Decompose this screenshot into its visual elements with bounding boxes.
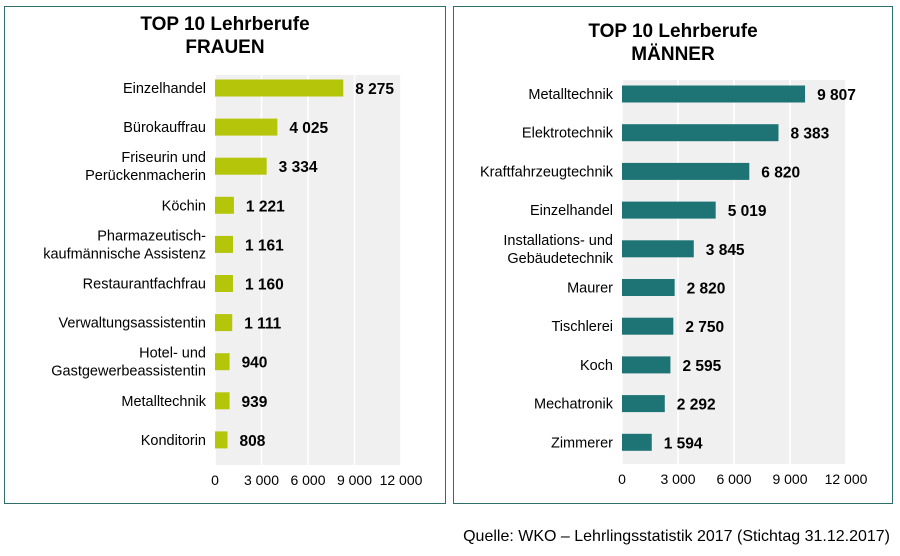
x-tick-label-maenner: 12 000 [825,471,868,487]
bar-frauen [215,157,267,175]
value-label-maenner: 5 019 [728,203,767,220]
category-label-maenner: Einzelhandel [530,203,613,219]
category-label-maenner: Kraftfahrzeugtechnik [480,164,614,180]
x-tick-label-maenner: 3 000 [660,471,695,487]
x-tick-label-maenner: 0 [618,471,626,487]
category-label-maenner: Tischlerei [551,319,613,335]
category-label-maenner: Mechatronik [534,397,614,413]
category-label-frauen: Metalltechnik [121,394,206,410]
chart-title-maenner: TOP 10 Lehrberufe MÄNNER [588,21,758,65]
source-footer: Quelle: WKO – Lehrlingsstatistik 2017 (S… [463,528,890,545]
bar-frauen [215,79,344,97]
value-label-frauen: 1 161 [245,237,284,254]
bar-maenner [622,356,671,374]
bar-frauen [215,314,233,332]
bar-frauen [215,431,228,449]
value-label-frauen: 1 111 [244,316,281,333]
category-label-maenner: Metalltechnik [528,87,613,103]
bar-maenner [622,279,675,296]
category-label-frauen: Restaurantfachfrau [83,277,206,293]
bar-frauen [215,353,230,371]
x-tick-label-frauen: 9 000 [337,472,372,488]
value-label-maenner: 8 383 [790,126,829,143]
category-label-frauen: Köchin [162,198,206,214]
value-label-frauen: 8 275 [355,81,394,98]
x-tick-label-frauen: 3 000 [244,472,279,488]
value-label-maenner: 2 750 [685,319,724,336]
category-label-frauen: Hotel- und Gastgewerbeassistentin [51,346,206,380]
value-label-maenner: 2 820 [687,281,726,298]
category-label-frauen: Bürokauffrau [123,120,206,136]
value-label-maenner: 6 820 [761,164,800,181]
category-label-maenner: Zimmerer [551,435,613,451]
value-label-maenner: 2 292 [677,397,716,414]
x-tick-label-frauen: 6 000 [290,472,325,488]
value-label-maenner: 1 594 [664,435,703,452]
bar-maenner [622,162,750,180]
bar-maenner [622,433,652,451]
bar-frauen [215,235,233,253]
chart-panel-frauen: 0 3 000 6 000 9 000 12 000 8 275 Einzelhandel 4… [4,6,446,504]
bar-maenner [622,85,806,103]
bar-maenner [622,317,674,335]
bar-frauen [215,118,278,136]
bar-maenner [622,240,694,258]
category-label-frauen: Friseurin und Perückenmacherin [85,150,206,184]
value-label-frauen: 4 025 [289,120,328,137]
value-label-frauen: 1 221 [246,198,285,215]
bar-frauen [215,392,230,410]
value-label-maenner: 2 595 [682,358,721,375]
x-tick-label-frauen: 12 000 [380,472,423,488]
chart-maenner-plot: 0 3 000 6 000 9 000 12 000 9 807 Metalltechnik… [480,80,868,487]
category-label-frauen: Konditorin [141,433,206,449]
value-label-frauen: 808 [240,433,266,450]
chart-frauen-plot: 0 3 000 6 000 9 000 12 000 8 275 Einzelhandel 4… [43,75,423,488]
value-label-frauen: 939 [242,394,268,411]
category-label-frauen: Einzelhandel [123,81,206,97]
category-label-frauen: Verwaltungsassistentin [59,316,207,332]
value-label-maenner: 9 807 [817,87,856,104]
x-tick-label-maenner: 9 000 [772,471,807,487]
category-label-frauen: Pharmazeutisch-kaufmännische Assistenz [43,228,206,262]
x-tick-label-frauen: 0 [211,472,219,488]
chart-title-frauen: TOP 10 Lehrberufe FRAUEN [140,14,310,58]
category-label-maenner: Maurer [567,281,613,297]
value-label-frauen: 940 [242,355,268,372]
category-label-maenner: Koch [580,358,613,374]
bar-maenner [622,395,665,413]
bar-frauen [215,196,234,214]
category-label-maenner: Elektrotechnik [522,126,614,142]
value-label-frauen: 1 160 [245,277,284,294]
bar-maenner [622,201,716,219]
bar-frauen [215,275,233,292]
bar-maenner [622,124,779,142]
x-tick-label-maenner: 6 000 [716,471,751,487]
chart-panel-maenner: 0 3 000 6 000 9 000 12 000 9 807 Metalltechnik… [453,6,893,504]
value-label-maenner: 3 845 [706,242,745,259]
value-label-frauen: 3 334 [279,159,318,176]
category-label-maenner: Installations- und Gebäudetechnik [503,233,613,267]
